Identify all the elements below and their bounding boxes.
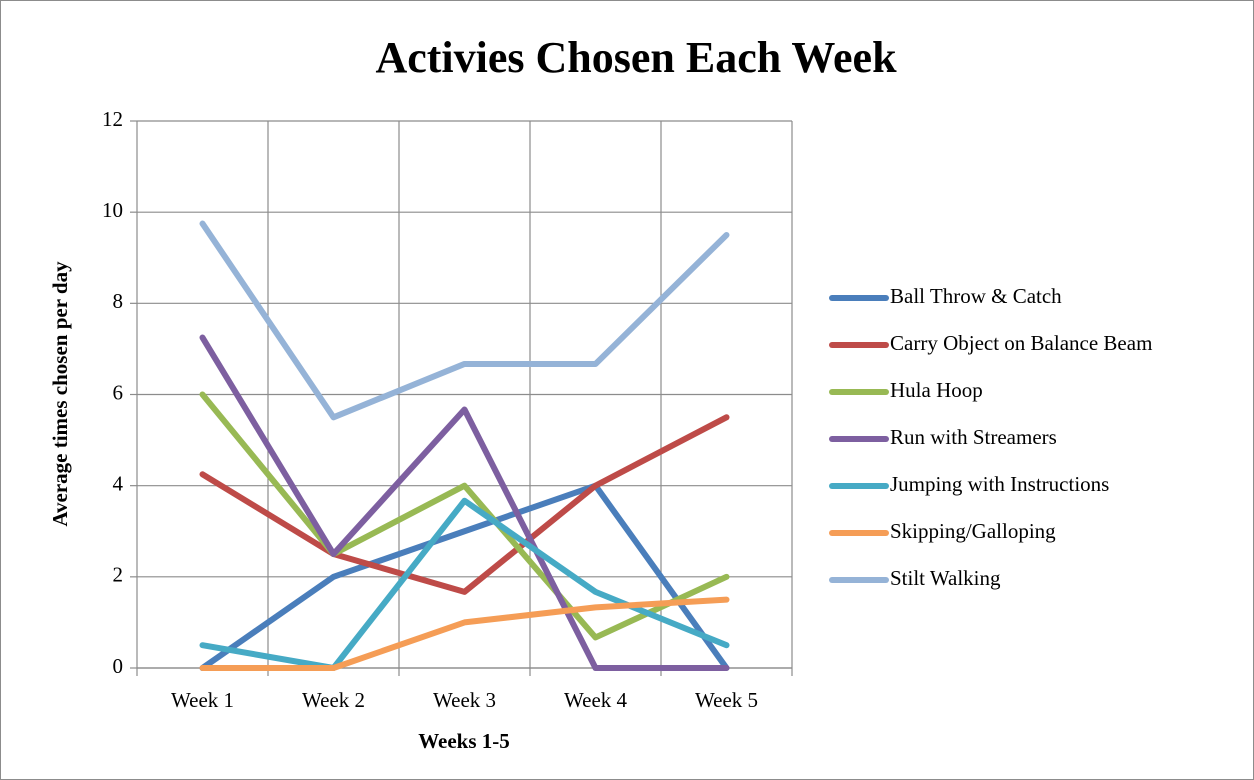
y-tick-label: 10 xyxy=(102,198,123,222)
y-tick-label: 8 xyxy=(113,289,124,313)
legend-label: Jumping with Instructions xyxy=(890,472,1109,496)
chart-title: Activies Chosen Each Week xyxy=(375,33,897,82)
x-axis-title: Weeks 1-5 xyxy=(418,729,510,753)
x-tick-label: Week 1 xyxy=(171,688,234,712)
legend-label: Hula Hoop xyxy=(890,378,983,402)
x-tick-label: Week 4 xyxy=(564,688,628,712)
y-axis-title: Average times chosen per day xyxy=(48,261,72,527)
legend-label: Ball Throw & Catch xyxy=(890,284,1062,308)
x-tick-label: Week 5 xyxy=(695,688,758,712)
series-line xyxy=(199,334,730,671)
legend-label: Stilt Walking xyxy=(890,566,1001,590)
legend-label: Skipping/Galloping xyxy=(890,519,1056,543)
legend-label: Run with Streamers xyxy=(890,425,1057,449)
y-tick-label: 2 xyxy=(113,563,124,587)
series-line xyxy=(199,596,730,671)
series-line xyxy=(199,497,730,671)
series-line xyxy=(199,482,730,671)
legend-label: Carry Object on Balance Beam xyxy=(890,331,1152,355)
series-line xyxy=(199,220,730,421)
x-tick-label: Week 3 xyxy=(433,688,496,712)
y-tick-label: 6 xyxy=(113,380,124,404)
y-tick-label: 12 xyxy=(102,107,123,131)
y-tick-label: 4 xyxy=(113,471,124,495)
series-line xyxy=(199,414,730,595)
x-tick-label: Week 2 xyxy=(302,688,365,712)
y-tick-label: 0 xyxy=(113,654,124,678)
series-line xyxy=(199,391,730,641)
